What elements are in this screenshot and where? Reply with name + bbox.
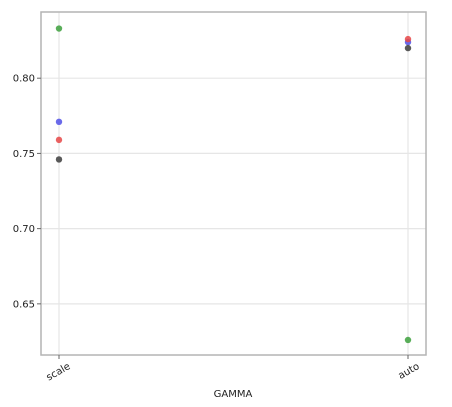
y-tick-label: 0.75	[13, 149, 35, 160]
data-point	[55, 118, 63, 126]
data-point	[404, 44, 412, 52]
x-tick-label: auto	[397, 361, 422, 382]
plot-frame	[40, 11, 427, 356]
y-tick-label: 0.65	[13, 299, 35, 310]
data-point	[55, 156, 63, 163]
x-axis: scale auto	[45, 355, 422, 383]
data-points	[55, 25, 412, 344]
x-tick-label: scale	[45, 361, 73, 383]
grid-lines	[41, 12, 426, 355]
data-point	[55, 25, 63, 32]
x-axis-label: GAMMA	[214, 389, 253, 400]
y-tick-label: 0.80	[13, 74, 35, 85]
data-point	[55, 136, 63, 144]
data-point	[404, 35, 412, 43]
y-tick-label: 0.70	[13, 224, 35, 235]
y-axis: 0.65 0.70 0.75 0.80	[13, 74, 41, 310]
data-point	[404, 336, 412, 344]
